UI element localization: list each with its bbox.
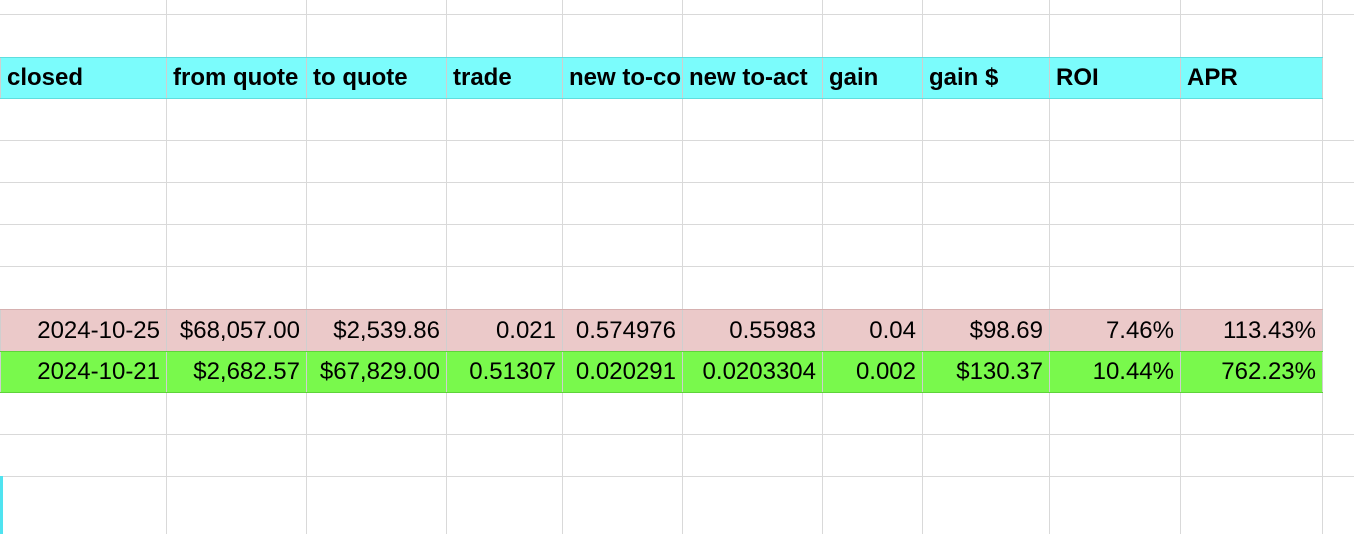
cell-trade[interactable]: 0.51307	[447, 352, 563, 392]
gridline	[922, 0, 923, 534]
gridline	[0, 434, 1354, 435]
header-cell-to-quote[interactable]: to quote	[307, 58, 447, 98]
gridline	[0, 14, 1354, 15]
cell-gain-dollar[interactable]: $130.37	[923, 352, 1050, 392]
cell-apr[interactable]: 113.43%	[1181, 310, 1323, 351]
header-cell-gain-dollar[interactable]: gain $	[923, 58, 1050, 98]
cell-closed[interactable]: 2024-10-25	[0, 310, 167, 351]
gridline	[1322, 0, 1323, 534]
header-cell-closed[interactable]: closed	[0, 58, 167, 98]
gridline	[0, 266, 1354, 267]
cell-new-to-act[interactable]: 0.0203304	[683, 352, 823, 392]
gridline	[682, 0, 683, 534]
header-cell-apr[interactable]: APR	[1181, 58, 1323, 98]
cell-to-quote[interactable]: $67,829.00	[307, 352, 447, 392]
gridline	[1180, 0, 1181, 534]
header-cell-new-to-coin[interactable]: new to-coin	[563, 58, 683, 98]
cell-apr[interactable]: 762.23%	[1181, 352, 1323, 392]
cell-new-to-act[interactable]: 0.55983	[683, 310, 823, 351]
cell-new-to-coin[interactable]: 0.020291	[563, 352, 683, 392]
cell-roi[interactable]: 7.46%	[1050, 310, 1181, 351]
cell-from-quote[interactable]: $68,057.00	[167, 310, 307, 351]
gridline	[822, 0, 823, 534]
cell-gain[interactable]: 0.04	[823, 310, 923, 351]
table-row: 2024-10-21 $2,682.57 $67,829.00 0.51307 …	[0, 351, 1323, 393]
cell-from-quote[interactable]: $2,682.57	[167, 352, 307, 392]
cell-gain[interactable]: 0.002	[823, 352, 923, 392]
gridline	[0, 224, 1354, 225]
table-row: 2024-10-25 $68,057.00 $2,539.86 0.021 0.…	[0, 309, 1323, 351]
gridline	[1049, 0, 1050, 534]
header-cell-from-quote[interactable]: from quote	[167, 58, 307, 98]
header-cell-roi[interactable]: ROI	[1050, 58, 1181, 98]
cell-closed[interactable]: 2024-10-21	[0, 352, 167, 392]
cell-to-quote[interactable]: $2,539.86	[307, 310, 447, 351]
header-row: closed from quote to quote trade new to-…	[0, 57, 1323, 99]
gridline	[166, 0, 167, 534]
gridline	[0, 182, 1354, 183]
cell-new-to-coin[interactable]: 0.574976	[563, 310, 683, 351]
gridline	[0, 476, 1354, 477]
header-cell-trade[interactable]: trade	[447, 58, 563, 98]
header-cell-gain[interactable]: gain	[823, 58, 923, 98]
cell-gain-dollar[interactable]: $98.69	[923, 310, 1050, 351]
selection-edge	[0, 476, 3, 534]
gridline	[562, 0, 563, 534]
cell-trade[interactable]: 0.021	[447, 310, 563, 351]
gridline	[446, 0, 447, 534]
header-cell-new-to-act[interactable]: new to-act	[683, 58, 823, 98]
gridline	[0, 140, 1354, 141]
cell-roi[interactable]: 10.44%	[1050, 352, 1181, 392]
gridline	[306, 0, 307, 534]
